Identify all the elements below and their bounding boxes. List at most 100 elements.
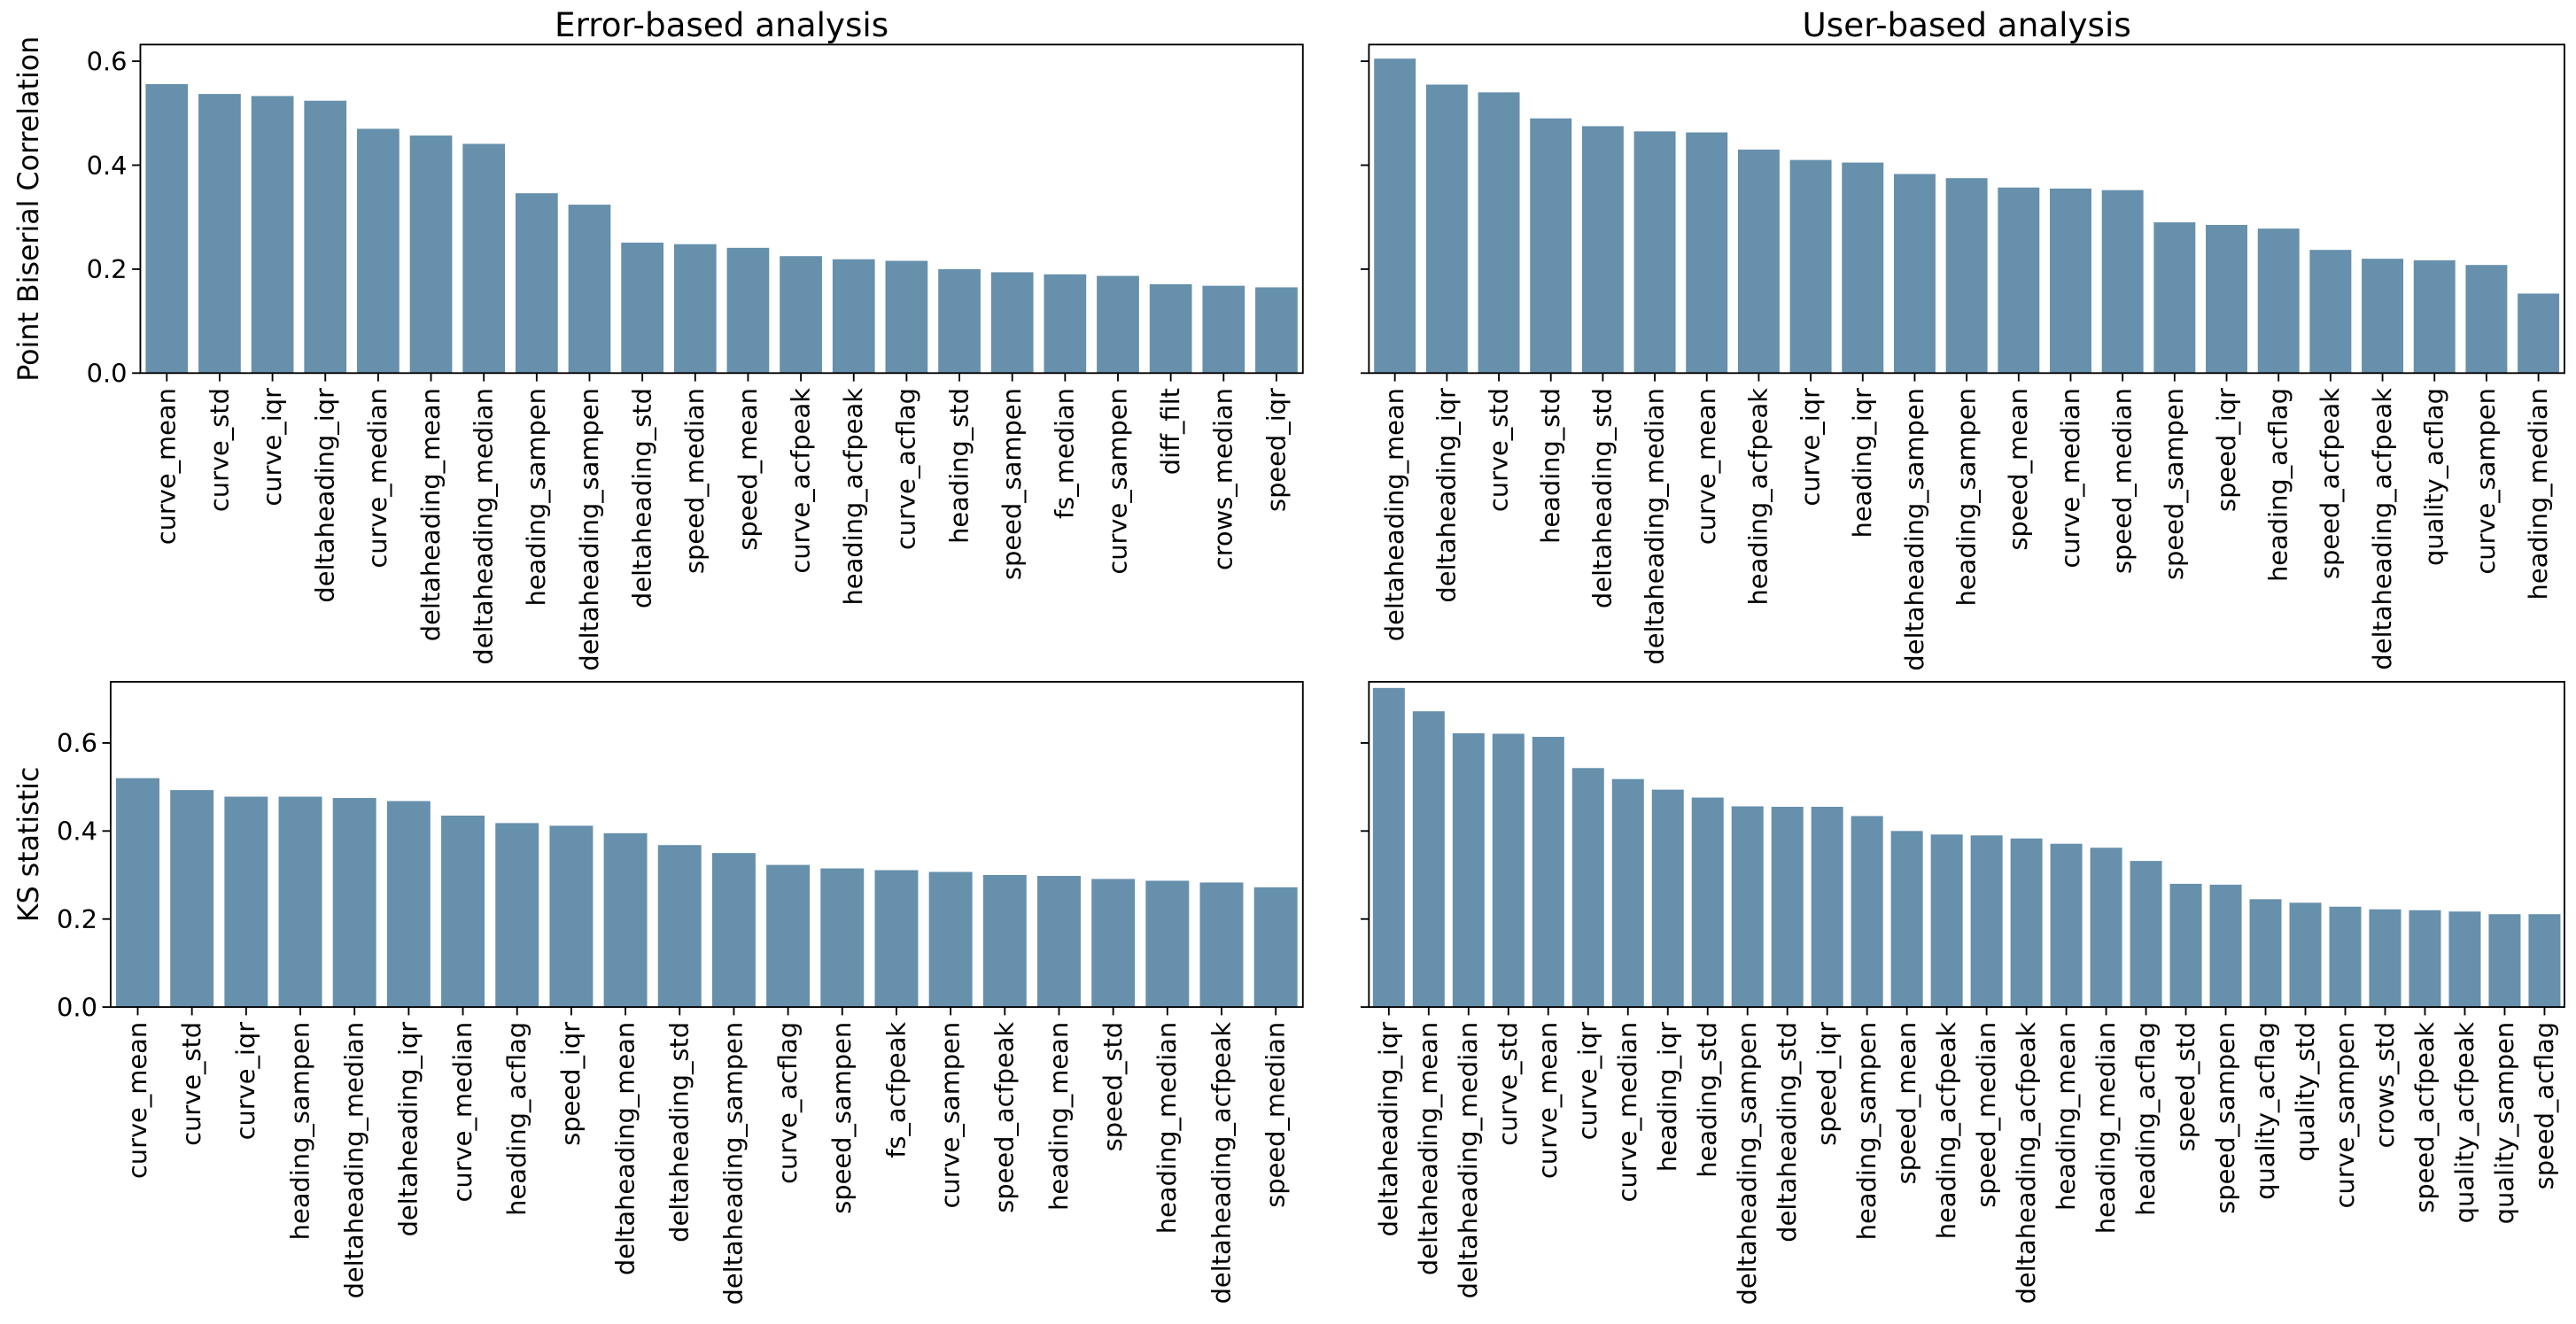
x-tick-label: heading_median <box>1152 1022 1182 1234</box>
x-tick-label: curve_acflag <box>772 1022 803 1184</box>
bar <box>2209 884 2242 1008</box>
bar <box>409 135 453 374</box>
x-tick-label: speed_iqr <box>1812 1022 1842 1146</box>
bar <box>928 871 973 1008</box>
x-tick-label: speed_acfpeak <box>2409 1022 2440 1213</box>
bar <box>332 798 376 1008</box>
x-tick-label: curve_median <box>362 388 392 569</box>
x-tick-label: deltaheading_sampen <box>1732 1022 1762 1305</box>
x-tick-label: speed_sampen <box>2159 388 2189 580</box>
axes-frame <box>139 43 1304 375</box>
x-tick-label: speed_acflag <box>2529 1022 2559 1189</box>
bar <box>116 778 159 1008</box>
bar <box>832 259 875 374</box>
bar <box>2465 265 2508 374</box>
x-tick-label: deltaheading_mean <box>1379 388 1409 641</box>
bar <box>2050 188 2091 374</box>
bar <box>1037 876 1081 1008</box>
y-tick-label: 0.0 <box>57 992 97 1022</box>
bar <box>621 242 664 374</box>
x-tick-label: speed_mean <box>733 388 763 551</box>
bar <box>1492 733 1525 1008</box>
x-tick-label: quality_std <box>2290 1022 2320 1162</box>
x-tick-label: deltaheading_std <box>1772 1022 1802 1243</box>
bar <box>2362 259 2404 374</box>
y-tick-label: 0.0 <box>87 359 128 389</box>
x-tick-label: curve_sampen <box>935 1022 965 1209</box>
bar <box>603 832 648 1008</box>
x-tick-label: fs_acfpeak <box>881 1022 911 1158</box>
x-tick-label: deltaheading_std <box>664 1022 694 1243</box>
y-axis-label: KS statistic <box>13 767 45 923</box>
x-tick-label: speed_acfpeak <box>2315 388 2345 579</box>
x-tick-label: heading_std <box>1692 1022 1722 1178</box>
bar <box>1253 887 1298 1008</box>
x-tick-label: speed_sampen <box>2210 1022 2240 1214</box>
bar <box>1998 187 2040 374</box>
x-tick-label: deltaheading_std <box>626 388 656 608</box>
bar <box>1202 285 1245 374</box>
bar <box>278 796 322 1008</box>
bar <box>1199 882 1244 1008</box>
x-tick-label: quality_acflag <box>2250 1022 2280 1200</box>
axes-frame <box>1368 43 2565 375</box>
x-tick-label: heading_acflag <box>2130 1022 2161 1216</box>
bar <box>2130 861 2162 1008</box>
bar <box>1372 687 1405 1008</box>
x-tick-label: heading_std <box>943 388 974 544</box>
bar <box>386 801 431 1008</box>
bar <box>304 100 347 374</box>
x-tick-label: deltaheading_median <box>339 1022 369 1299</box>
x-tick-label: heading_iqr <box>1847 388 1877 538</box>
bar <box>251 96 294 374</box>
x-tick-label: heading_mean <box>2051 1022 2081 1211</box>
x-tick-label: curve_median <box>2055 388 2085 569</box>
x-tick-label: crows_median <box>1208 388 1238 570</box>
x-tick-label: curve_std <box>176 1022 206 1146</box>
x-tick-label: speed_mean <box>1891 1022 1921 1185</box>
bar <box>2257 228 2300 374</box>
bar <box>1571 768 1604 1008</box>
bar <box>2010 838 2043 1008</box>
bar <box>726 247 770 374</box>
x-tick-label: heading_acfpeak <box>1931 1022 1961 1240</box>
bar <box>1374 58 1416 374</box>
x-tick-label: heading_sampen <box>521 388 551 606</box>
bar <box>198 94 241 374</box>
bar <box>2309 250 2352 374</box>
bar <box>673 244 717 374</box>
bar <box>1412 711 1445 1008</box>
bar <box>2289 902 2322 1008</box>
x-tick-label: curve_std <box>204 388 234 512</box>
x-tick-label: crows_std <box>2370 1022 2400 1149</box>
bar <box>1811 806 1843 1008</box>
bar <box>2413 259 2456 374</box>
y-tick-label: 0.4 <box>87 151 128 181</box>
x-tick-label: curve_sampen <box>2330 1022 2360 1209</box>
bar <box>1771 806 1804 1008</box>
bar <box>657 845 702 1008</box>
x-tick-label: curve_mean <box>151 388 182 545</box>
bar <box>1691 797 1724 1008</box>
x-tick-label: curve_sampen <box>2471 388 2501 575</box>
x-tick-label: deltaheading_median <box>469 388 499 665</box>
x-tick-label: speed_iqr <box>2211 388 2241 512</box>
bar <box>766 864 811 1008</box>
x-tick-label: heading_acfpeak <box>838 388 868 606</box>
y-tick-label: 0.2 <box>57 904 97 934</box>
x-tick-label: speed_median <box>1261 1022 1291 1208</box>
bar <box>1893 174 1936 374</box>
x-tick-label: heading_sampen <box>1951 388 1981 606</box>
x-tick-label: curve_std <box>1493 1022 1523 1146</box>
x-tick-label: speed_std <box>1098 1022 1128 1151</box>
y-tick-label: 0.2 <box>87 254 128 284</box>
x-tick-label: curve_median <box>1612 1022 1642 1203</box>
bar <box>170 790 214 1008</box>
x-tick-label: curve_iqr <box>230 1022 260 1141</box>
x-tick-label: curve_mean <box>1532 1022 1563 1179</box>
bar <box>1731 806 1764 1008</box>
x-tick-label: curve_iqr <box>1795 388 1825 507</box>
bar <box>1044 274 1087 374</box>
x-tick-label: diff_filt <box>1155 388 1185 475</box>
x-tick-label: curve_iqr <box>1572 1022 1602 1141</box>
